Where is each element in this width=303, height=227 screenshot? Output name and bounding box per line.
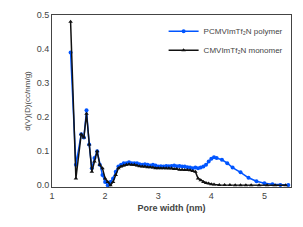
svg-text:2: 2 (103, 191, 108, 201)
svg-text:0.4: 0.4 (37, 44, 50, 54)
svg-text:0.1: 0.1 (37, 146, 50, 156)
svg-text:1: 1 (49, 191, 54, 201)
svg-text:0.5: 0.5 (37, 10, 50, 20)
svg-text:0.0: 0.0 (37, 180, 50, 190)
svg-text:PCMVImTf₂N polymer: PCMVImTf₂N polymer (204, 27, 283, 36)
svg-text:3: 3 (156, 191, 161, 201)
svg-text:0.3: 0.3 (37, 78, 50, 88)
svg-text:CMVImTf₂N monomer: CMVImTf₂N monomer (204, 46, 283, 55)
svg-text:0.2: 0.2 (37, 112, 50, 122)
svg-text:4: 4 (209, 191, 214, 201)
svg-text:5: 5 (262, 191, 267, 201)
svg-text:Pore width (nm): Pore width (nm) (138, 203, 206, 213)
svg-text:d(V)(D)(cc/nm/g): d(V)(D)(cc/nm/g) (23, 71, 32, 131)
